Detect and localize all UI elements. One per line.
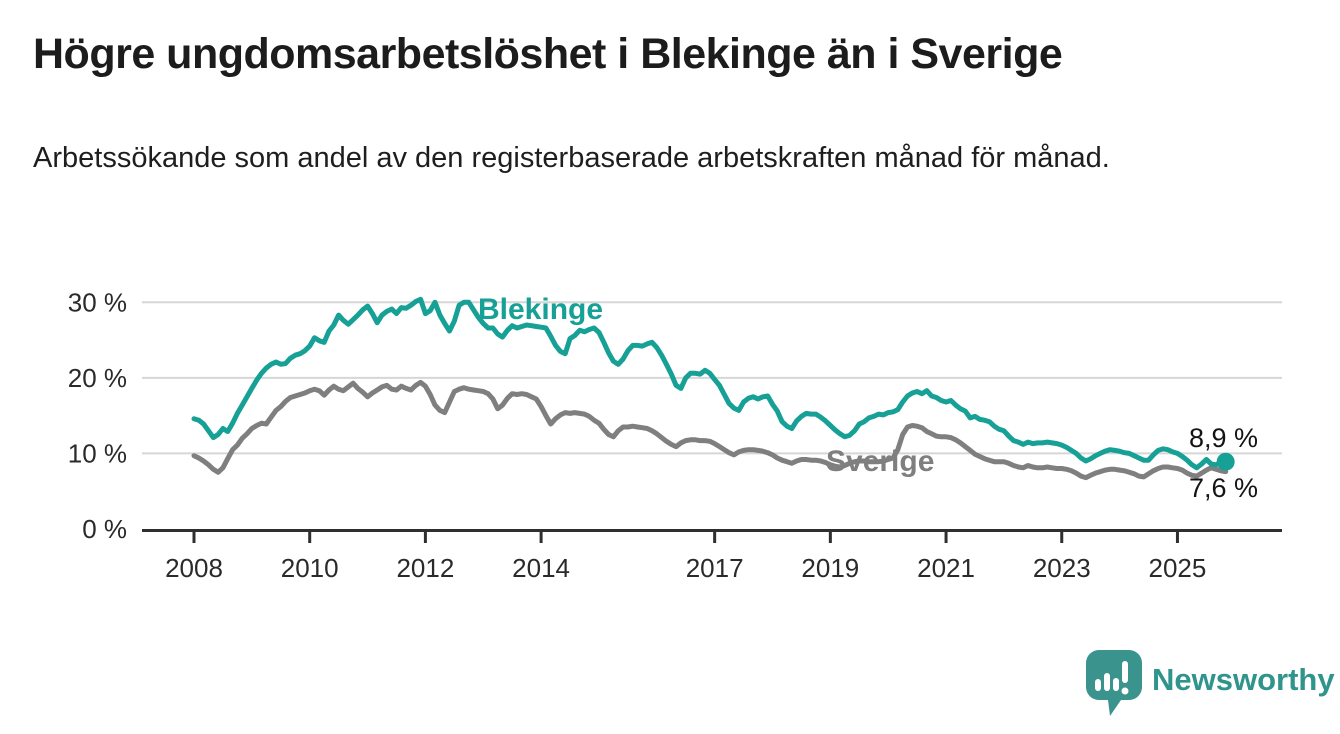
x-tick-label: 2010 <box>281 553 339 583</box>
blekinge-series-label: Blekinge <box>478 293 604 326</box>
sverige-series-label: Sverige <box>826 445 935 478</box>
blekinge-endpoint-dot <box>1216 452 1235 471</box>
newsworthy-logo: Newsworthy <box>1086 650 1335 716</box>
x-tick-label: 2008 <box>165 553 223 583</box>
x-tick-label: 2023 <box>1033 553 1091 583</box>
x-tick-label: 2014 <box>512 553 570 583</box>
y-tick-label: 20 % <box>68 363 127 393</box>
page-title: Högre ungdomsarbetslöshet i Blekinge än … <box>33 30 1063 78</box>
x-tick-label: 2019 <box>801 553 859 583</box>
x-tick-label: 2025 <box>1149 553 1207 583</box>
blekinge-end-value: 8,9 % <box>1188 423 1258 453</box>
y-tick-label: 10 % <box>68 438 127 468</box>
x-tick-label: 2012 <box>396 553 454 583</box>
x-tick-label: 2017 <box>686 553 744 583</box>
newsworthy-wordmark: Newsworthy <box>1152 662 1335 697</box>
y-tick-label: 0 % <box>82 514 127 544</box>
sverige-line <box>191 379 1229 481</box>
y-tick-label: 30 % <box>68 287 127 317</box>
chart-subtitle: Arbetssökande som andel av den registerb… <box>33 142 1110 174</box>
blekinge-line <box>191 296 1229 471</box>
x-tick-label: 2021 <box>917 553 975 583</box>
newsworthy-bubble-chart-icon <box>1086 650 1142 716</box>
sverige-end-value: 7,6 % <box>1188 473 1258 503</box>
